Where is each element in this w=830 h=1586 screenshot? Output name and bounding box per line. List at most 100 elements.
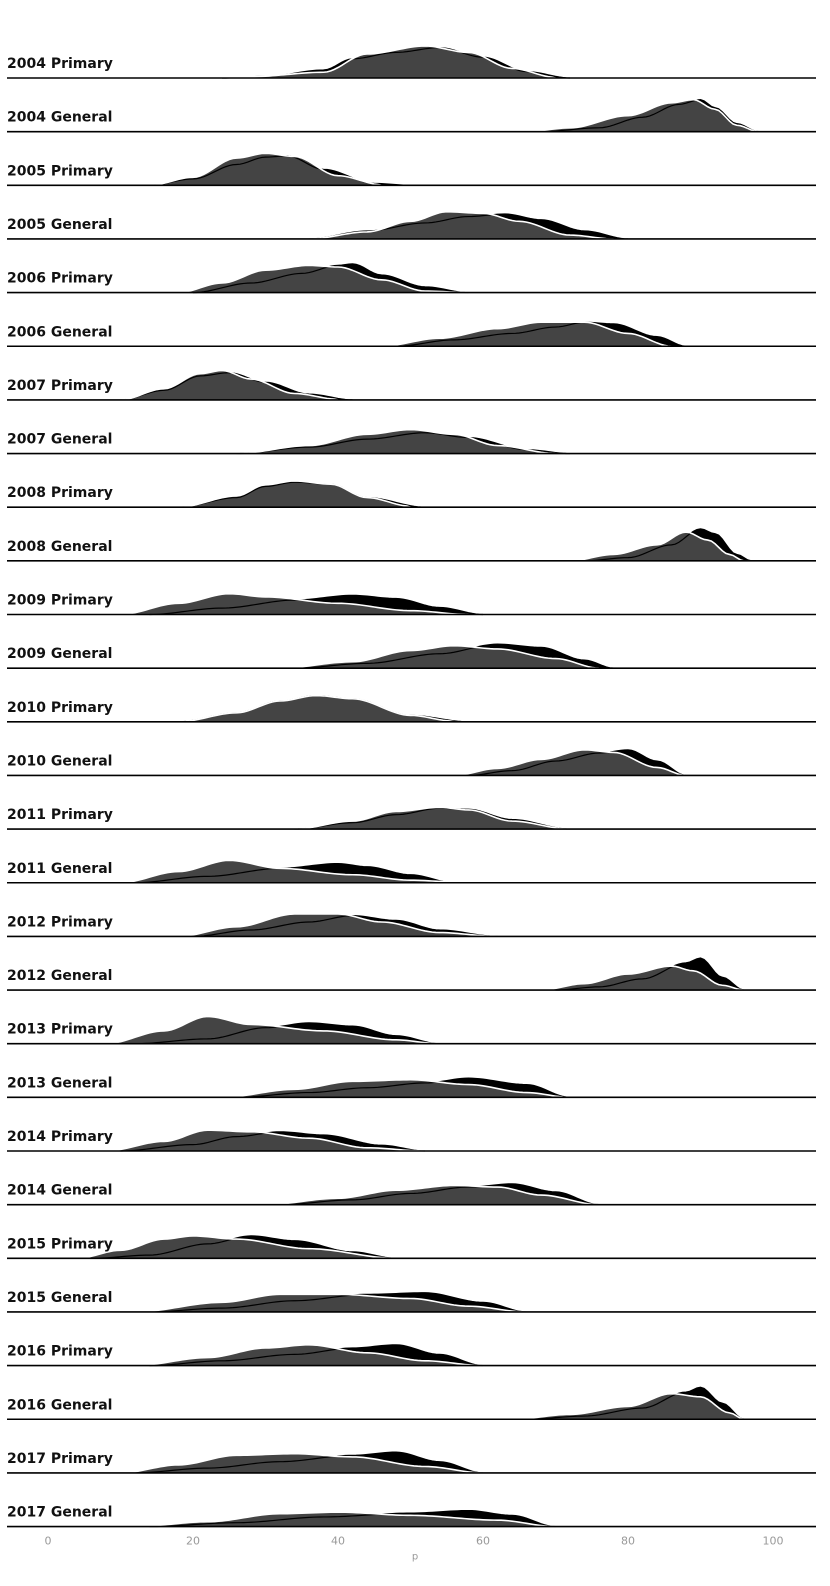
row-label: 2016 Primary xyxy=(7,1344,113,1360)
row-label: 2015 General xyxy=(7,1290,112,1306)
density-outline-b xyxy=(134,1451,484,1474)
density-outline-a xyxy=(105,1015,440,1045)
row-label: 2006 General xyxy=(7,324,112,340)
ridge-row: 2013 Primary xyxy=(7,1015,816,1045)
row-label: 2006 Primary xyxy=(7,271,113,287)
density-outline-a xyxy=(134,1511,556,1528)
ridge-row: 2006 Primary xyxy=(7,263,816,294)
ridge-row: 2004 Primary xyxy=(7,45,816,79)
density-outline-a xyxy=(265,1184,600,1206)
density-outline-a xyxy=(308,210,614,240)
density-outline-b xyxy=(294,643,614,669)
density-outline-b xyxy=(279,1183,600,1206)
density-outline-a xyxy=(120,1452,484,1474)
x-tick-label: 20 xyxy=(186,1535,200,1548)
density-outline-a xyxy=(526,98,759,133)
ridge-row: 2007 Primary xyxy=(7,369,816,401)
density-area-a-overlap xyxy=(193,265,469,293)
density-outline-b xyxy=(149,1344,484,1367)
row-label: 2007 General xyxy=(7,432,112,448)
row-label: 2008 Primary xyxy=(7,485,113,501)
ridge-row: 2005 Primary xyxy=(7,152,816,187)
row-label: 2011 Primary xyxy=(7,807,113,823)
row-label: 2012 General xyxy=(7,968,112,984)
ridge-row: 2004 General xyxy=(7,98,816,133)
density-outline-b xyxy=(468,749,687,777)
ridge-row: 2011 General xyxy=(7,859,816,884)
density-outline-b xyxy=(149,1509,556,1528)
row-label: 2005 Primary xyxy=(7,163,113,179)
ridge-row: 2017 Primary xyxy=(7,1451,816,1474)
ridge-row: 2009 General xyxy=(7,643,816,669)
density-outline-a xyxy=(192,45,556,79)
density-outline-a xyxy=(178,264,469,294)
density-outline-a xyxy=(149,152,382,187)
ridge-row: 2007 General xyxy=(7,428,816,455)
ridge-row: 2006 General xyxy=(7,321,816,348)
density-outline-b xyxy=(526,1386,745,1420)
ridge-row: 2009 Primary xyxy=(7,592,816,616)
density-outline-b xyxy=(134,862,455,884)
density-outline-a xyxy=(569,531,745,562)
density-area-a-overlap xyxy=(149,155,382,186)
ridge-row: 2010 General xyxy=(7,749,816,777)
row-label: 2008 General xyxy=(7,539,112,555)
ridge-row: 2015 Primary xyxy=(7,1235,816,1260)
density-outline-b xyxy=(178,481,426,508)
ridge-row: 2008 General xyxy=(7,528,816,562)
density-outline-a xyxy=(221,1078,571,1099)
ridge-row: 2010 Primary xyxy=(7,694,816,723)
density-outline-b xyxy=(236,1077,571,1098)
row-label: 2007 Primary xyxy=(7,378,113,394)
ridge-row: 2012 Primary xyxy=(7,913,816,938)
row-label: 2004 General xyxy=(7,110,112,126)
density-outline-a xyxy=(511,1392,745,1421)
density-outline-a xyxy=(381,321,672,348)
density-outline-a xyxy=(105,1129,426,1152)
x-tick-label: 40 xyxy=(331,1535,345,1548)
ridge-rows: 2004 Primary 2004 General 2005 Primary 2005… xyxy=(7,45,816,1528)
density-outline-a xyxy=(453,749,687,777)
density-area-a-overlap xyxy=(120,1131,425,1151)
density-outline-b xyxy=(584,528,752,562)
density-outline-b xyxy=(555,957,745,991)
ridge-row: 2012 General xyxy=(7,957,816,991)
ridge-row: 2014 General xyxy=(7,1183,816,1206)
row-label: 2016 General xyxy=(7,1397,112,1413)
density-outline-b xyxy=(294,807,571,830)
density-area-a-overlap xyxy=(120,372,338,400)
density-outline-a xyxy=(178,694,455,723)
row-label: 2013 Primary xyxy=(7,1022,113,1038)
density-outline-b xyxy=(134,1022,440,1045)
row-label: 2014 General xyxy=(7,1183,112,1199)
density-area-a-overlap xyxy=(236,432,556,454)
x-tick-label: 60 xyxy=(476,1535,490,1548)
density-outline-b xyxy=(192,914,498,937)
ridge-row: 2005 General xyxy=(7,210,816,240)
density-outline-b xyxy=(120,1131,426,1152)
density-outline-a xyxy=(540,965,745,991)
row-label: 2010 General xyxy=(7,753,112,769)
ridge-row: 2016 Primary xyxy=(7,1344,816,1367)
ridge-row: 2013 General xyxy=(7,1075,816,1099)
density-outline-a xyxy=(134,1293,527,1313)
row-label: 2012 Primary xyxy=(7,914,113,930)
row-label: 2009 Primary xyxy=(7,593,113,609)
ridge-row: 2011 Primary xyxy=(7,806,816,830)
density-area-a-overlap xyxy=(309,213,614,239)
density-area-a-overlap xyxy=(193,915,498,937)
x-tick-label: 80 xyxy=(621,1535,635,1548)
ridge-row: 2016 General xyxy=(7,1386,816,1421)
row-label: 2011 General xyxy=(7,861,112,877)
density-outline-a xyxy=(236,428,556,455)
row-label: 2005 General xyxy=(7,217,112,233)
density-outline-a xyxy=(76,1235,397,1260)
x-tick-label: 100 xyxy=(763,1535,784,1548)
x-axis-label: p xyxy=(412,1552,418,1563)
ridge-row: 2008 Primary xyxy=(7,480,816,509)
density-outline-b xyxy=(149,594,484,616)
density-outline-a xyxy=(120,369,339,401)
ridge-row: 2017 General xyxy=(7,1505,816,1528)
density-outline-a xyxy=(120,592,469,616)
density-outline-a xyxy=(120,859,469,884)
